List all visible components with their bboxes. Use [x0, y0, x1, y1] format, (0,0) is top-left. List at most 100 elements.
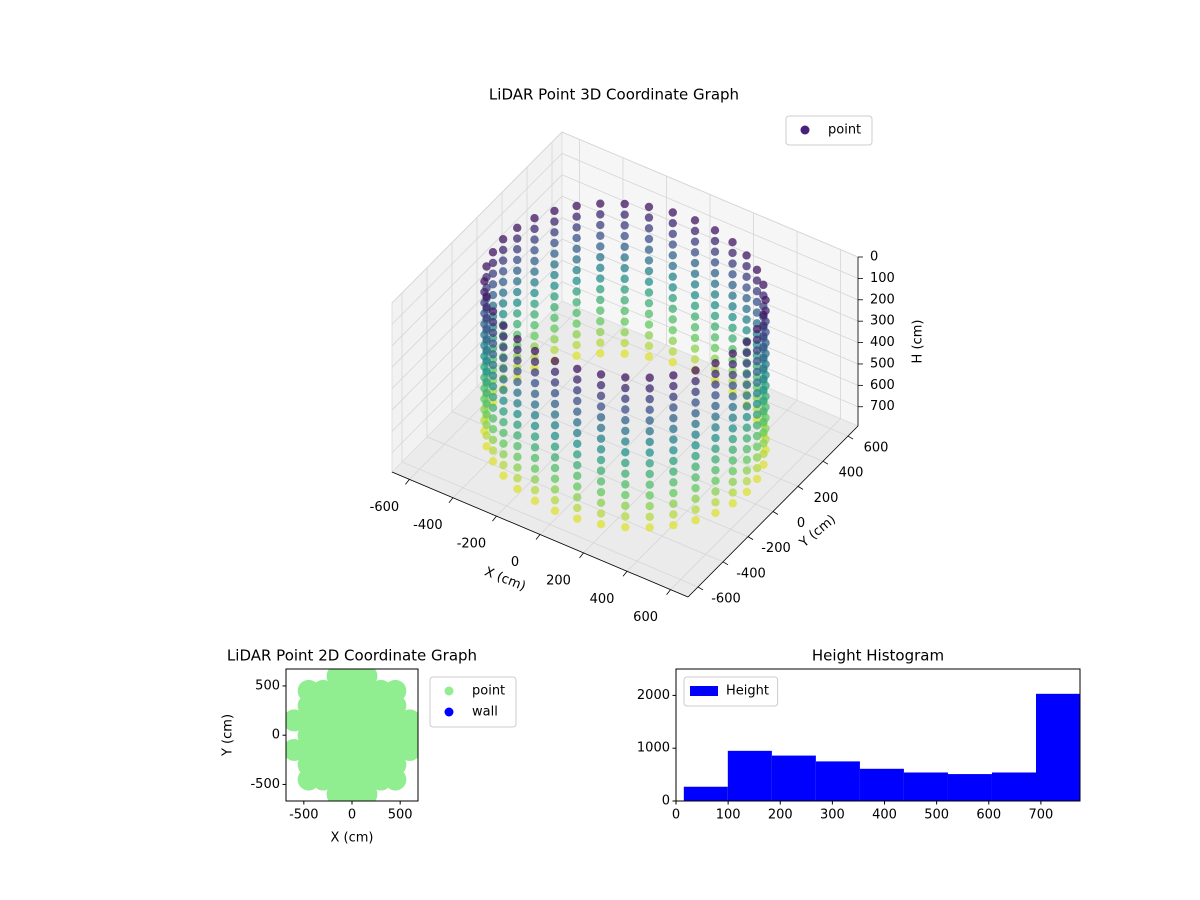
- bar: [771, 755, 816, 801]
- point: [596, 445, 606, 454]
- bar: [727, 750, 772, 801]
- point: [482, 356, 491, 365]
- point: [488, 457, 498, 466]
- point: [620, 285, 629, 294]
- point: [488, 371, 498, 380]
- chart-title: Height Histogram: [812, 647, 944, 665]
- point: [530, 421, 540, 431]
- point: [550, 463, 560, 473]
- point: [550, 281, 559, 290]
- point: [572, 244, 581, 253]
- grid-line: [391, 281, 563, 454]
- y-tick-label: 500: [255, 678, 280, 693]
- point: [513, 431, 522, 440]
- point: [620, 328, 629, 337]
- z-tick-label: 200: [870, 292, 895, 307]
- point: [596, 285, 605, 294]
- legend: point: [785, 115, 873, 146]
- bar: [947, 774, 992, 801]
- point: [573, 482, 582, 491]
- point: [488, 446, 498, 455]
- point: [530, 256, 539, 266]
- point: [711, 455, 720, 464]
- point: [644, 234, 654, 244]
- point: [621, 405, 630, 414]
- point: [482, 399, 491, 408]
- legend-label: point: [472, 684, 505, 699]
- point: [596, 220, 605, 230]
- grid-line: [391, 217, 563, 389]
- point: [645, 480, 654, 489]
- point: [690, 355, 700, 364]
- point: [530, 310, 539, 319]
- point: [550, 421, 560, 430]
- point: [620, 242, 629, 251]
- legend-box: [683, 676, 779, 707]
- point: [645, 405, 654, 415]
- point: [728, 334, 737, 343]
- point: [499, 428, 508, 438]
- point: [690, 269, 700, 278]
- point: [573, 364, 582, 374]
- point: [530, 389, 540, 399]
- point: [742, 477, 752, 486]
- point: [530, 246, 539, 255]
- point: [668, 336, 677, 346]
- point: [691, 462, 700, 471]
- point: [499, 439, 508, 448]
- point: [573, 428, 582, 438]
- point: [645, 384, 654, 393]
- x-tick-label: 400: [590, 592, 615, 607]
- point: [728, 424, 737, 433]
- grid-line: [391, 153, 563, 325]
- point: [499, 321, 508, 331]
- point: [742, 294, 751, 303]
- point: [728, 259, 737, 268]
- point: [645, 469, 654, 479]
- point: [621, 437, 630, 446]
- point: [742, 402, 752, 411]
- point: [620, 274, 629, 284]
- point: [499, 471, 508, 480]
- point: [669, 456, 678, 466]
- z-tick-label: 0: [870, 250, 878, 265]
- axes-decor: -500 0 500 -500 0 500 LiDAR Point 2D Coordinat…: [221, 647, 478, 846]
- point: [620, 296, 629, 305]
- point: [742, 391, 752, 400]
- point: [530, 453, 540, 463]
- point: [499, 353, 508, 363]
- point: [644, 256, 654, 265]
- point: [752, 346, 762, 355]
- point: [596, 263, 605, 273]
- bar: [683, 786, 728, 801]
- point: [499, 418, 508, 427]
- x-tick-label: -400: [413, 518, 443, 533]
- point: [645, 427, 654, 436]
- point: [384, 679, 407, 702]
- point: [573, 418, 582, 427]
- point: [572, 223, 581, 232]
- point: [482, 335, 491, 344]
- point: [759, 460, 768, 469]
- point: [711, 358, 720, 368]
- point: [488, 280, 498, 289]
- x-tick-label: 0: [672, 808, 680, 823]
- legend-label: point: [828, 123, 861, 138]
- point: [482, 324, 491, 333]
- point: [596, 231, 605, 240]
- z-tick-label: 400: [870, 335, 895, 350]
- point: [513, 377, 522, 387]
- point: [710, 301, 720, 310]
- z-tick-label: 600: [870, 378, 895, 393]
- point: [488, 307, 498, 316]
- point: [621, 512, 630, 521]
- point: [621, 490, 630, 500]
- y-tick: [847, 435, 854, 440]
- point: [668, 325, 677, 335]
- point: [482, 388, 491, 397]
- point: [488, 258, 498, 268]
- point: [499, 460, 508, 470]
- point: [530, 214, 539, 223]
- point: [572, 351, 581, 360]
- point: [572, 201, 581, 211]
